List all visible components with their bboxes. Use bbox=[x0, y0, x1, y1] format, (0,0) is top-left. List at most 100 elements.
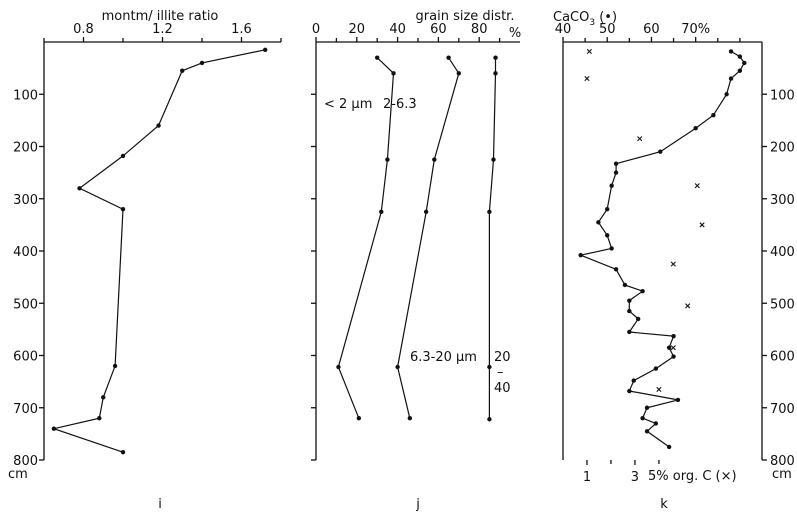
panel-k-depth-label: 500 bbox=[770, 297, 795, 312]
panel-k-data-point bbox=[653, 421, 659, 426]
panel-i-depth-label: 100 bbox=[13, 88, 38, 103]
panel-j-label: j bbox=[415, 497, 420, 512]
panel-k-data-point bbox=[742, 60, 747, 66]
panel-k-data-point bbox=[671, 333, 676, 339]
cross-stroke bbox=[656, 386, 662, 393]
panel-k-data-point bbox=[737, 54, 743, 59]
panel-k-cross-point bbox=[586, 48, 592, 54]
panel-k-bottom-label: 5% org. C (×) bbox=[648, 469, 737, 484]
panel-k-title: CaCO3 (•) bbox=[553, 10, 617, 28]
panel-j-ann-20: 20 bbox=[494, 350, 511, 365]
panel-k-data-point bbox=[635, 316, 641, 322]
panel-i-data-point bbox=[101, 395, 106, 400]
panel-k-data-point bbox=[627, 388, 632, 394]
panel-j-x-tick-label: 60 bbox=[430, 22, 447, 37]
cross-stroke bbox=[637, 136, 643, 142]
panel-k-label: k bbox=[660, 497, 668, 512]
panel-j-series-line bbox=[337, 57, 395, 419]
panel-k-data-point bbox=[666, 345, 672, 350]
panel-i-depth-label: 700 bbox=[13, 402, 38, 417]
panel-k-data-point bbox=[728, 49, 734, 54]
panel-k-data-point bbox=[596, 220, 601, 225]
panel-k-depth-label: 100 bbox=[770, 88, 795, 103]
panel-k-depth-label: 200 bbox=[770, 141, 795, 156]
panel-k-data-point bbox=[613, 161, 619, 166]
panel-j-data-point bbox=[379, 209, 384, 215]
panel-j-fine-label: < 2 µm bbox=[324, 97, 372, 112]
panel-j-data-point bbox=[493, 55, 498, 60]
panel-k-cross-point bbox=[699, 222, 705, 228]
panel-k-data-point bbox=[609, 246, 614, 251]
panel-k-x-tick-label: 70% bbox=[681, 22, 710, 37]
panel-i-label: i bbox=[158, 497, 162, 512]
cross-stroke bbox=[670, 261, 676, 267]
panel-j-data-point bbox=[356, 416, 362, 421]
panel-k-depth-label: 700 bbox=[770, 402, 795, 417]
panel-j-ann-dash: – bbox=[497, 365, 504, 380]
panel-k-bottom-tick-label: 3 bbox=[631, 470, 639, 485]
panel-j-data-point bbox=[487, 364, 492, 370]
panel-j-data-point bbox=[336, 364, 341, 370]
panel-k-data-point bbox=[627, 329, 632, 335]
panel-k-data-point bbox=[693, 126, 698, 131]
panel-k-data-point bbox=[605, 207, 610, 212]
panel-k-data-point bbox=[631, 378, 636, 383]
cross-stroke bbox=[685, 303, 691, 309]
panel-i-x-tick-label: 1.6 bbox=[231, 22, 252, 37]
panel-k-data-point bbox=[653, 366, 659, 371]
panel-k-depth-label: 400 bbox=[770, 245, 795, 260]
panel-i-data-point bbox=[77, 186, 82, 191]
panel-k-x-tick-label: 60 bbox=[643, 22, 660, 37]
panel-k-data-point bbox=[644, 429, 650, 434]
panel-j-x-tick-label: 80 bbox=[471, 22, 488, 37]
panel-k-series-line bbox=[578, 50, 746, 448]
panel-k-data-point bbox=[627, 298, 632, 303]
cross-stroke bbox=[699, 222, 705, 228]
panel-k-cross-point bbox=[584, 75, 590, 82]
panel-k-depth-label: 600 bbox=[770, 350, 795, 365]
panel-k-cross-point bbox=[670, 261, 676, 267]
panel-k-data-point bbox=[609, 183, 614, 188]
panel-i-depth-label: 600 bbox=[13, 350, 38, 365]
panel-j-data-point bbox=[375, 55, 380, 60]
panel-j-ann-40: 40 bbox=[494, 381, 511, 396]
panel-i-data-point bbox=[120, 207, 126, 212]
panel-i-series-line bbox=[51, 49, 266, 453]
panel-k-data-point bbox=[613, 267, 619, 272]
panel-i-depth-label: 500 bbox=[13, 297, 38, 312]
panel-j-data-point bbox=[446, 55, 451, 60]
panel-j-data-point bbox=[491, 157, 496, 162]
panel-i-x-tick-label: 1.2 bbox=[152, 22, 173, 37]
panel-k-data-point bbox=[640, 289, 645, 294]
panel-i-depth-label: 800 bbox=[13, 454, 38, 469]
panel-i-title: montm/ illite ratio bbox=[102, 9, 219, 24]
panel-j-coarse-label: 6.3-20 µm bbox=[410, 350, 477, 365]
panel-k-cross-point bbox=[685, 303, 691, 309]
panel-j-data-point bbox=[432, 157, 437, 162]
cross-stroke bbox=[584, 75, 590, 82]
panel-k-x-tick-label: 50 bbox=[599, 22, 616, 37]
panel-k-data-point bbox=[622, 282, 628, 288]
panel-k-data-point bbox=[711, 112, 716, 118]
panel-i-depth-unit: cm bbox=[8, 467, 28, 482]
cross-stroke bbox=[670, 345, 676, 351]
panel-i-data-point bbox=[97, 416, 102, 421]
panel-j-series-line bbox=[488, 57, 497, 420]
panel-i-data-point bbox=[156, 123, 161, 128]
panel-j-data-point bbox=[385, 157, 390, 162]
panel-i-data-point bbox=[112, 363, 118, 369]
panel-k-data-point bbox=[578, 252, 583, 258]
panel-j-data-point bbox=[487, 417, 492, 422]
panel-i-depth-label: 200 bbox=[13, 141, 38, 156]
panel-j-x-tick-label: 40 bbox=[389, 22, 406, 37]
panel-k-cross-point bbox=[656, 386, 662, 393]
panel-j-x-tick-label: 20 bbox=[349, 22, 366, 37]
panel-i-x-tick-label: 0.8 bbox=[73, 22, 94, 37]
panel-i-data-point bbox=[120, 153, 126, 159]
panel-k: CaCO3 (•) 5% org. C (×) cm k 100 200 300 40… bbox=[553, 10, 795, 512]
panel-k-data-point bbox=[666, 444, 672, 450]
panel-k-depth-label: 800 bbox=[770, 454, 795, 469]
panel-j-x-tick-label: 0 bbox=[312, 22, 320, 37]
panel-k-data-point bbox=[737, 68, 743, 73]
